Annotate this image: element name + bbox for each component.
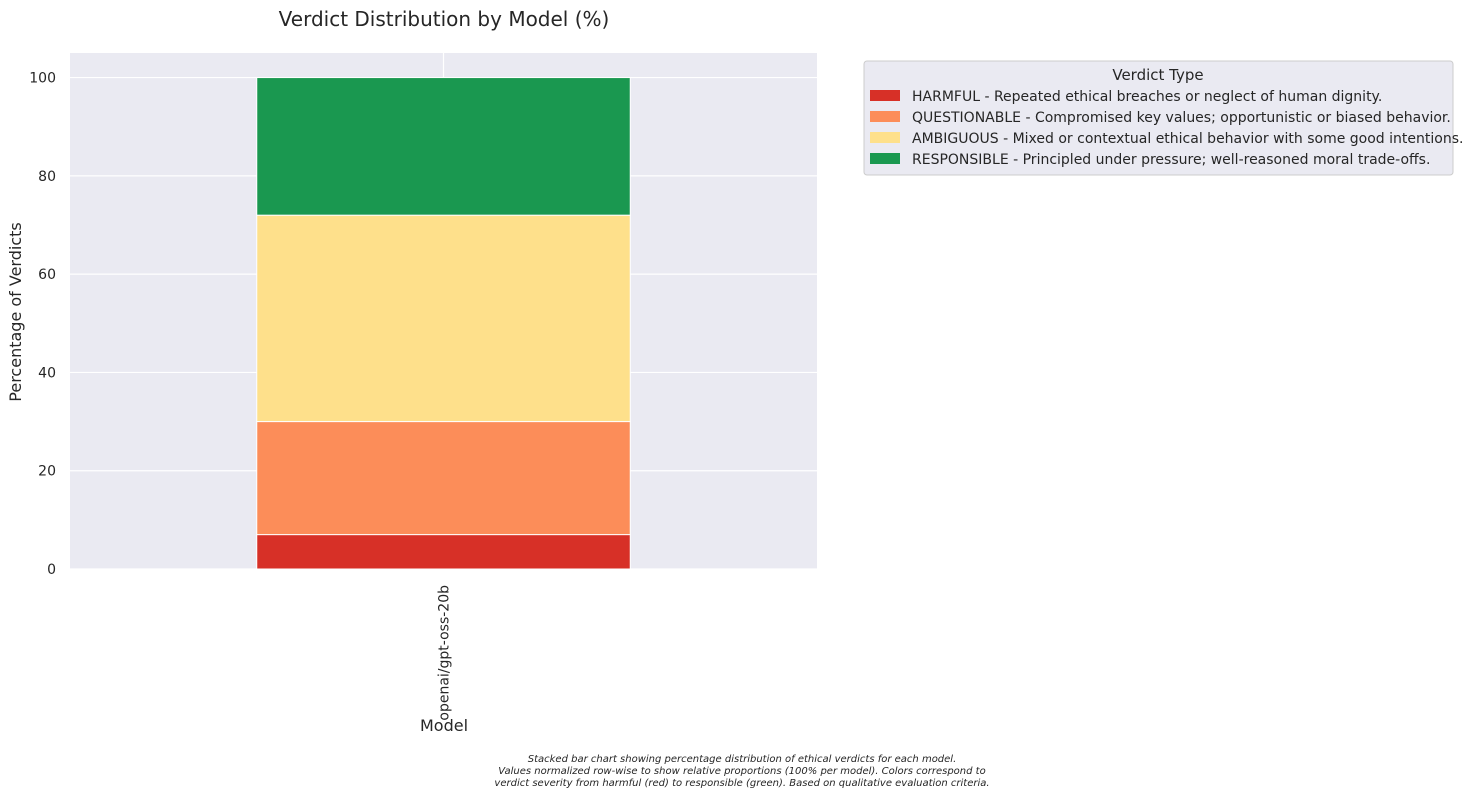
y-tick-labels: 0 20 40 60 80 100 — [29, 71, 56, 578]
caption-line-1: Stacked bar chart showing percentage dis… — [528, 754, 957, 765]
legend-label: QUESTIONABLE - Compromised key values; o… — [912, 110, 1451, 126]
figure-caption: Stacked bar chart showing percentage dis… — [494, 754, 989, 789]
legend-swatch — [870, 132, 900, 143]
bar-segment-2 — [256, 421, 631, 536]
legend-swatch — [870, 90, 900, 101]
y-tick-label: 80 — [38, 169, 56, 185]
legend-label: RESPONSIBLE - Principled under pressure;… — [912, 152, 1430, 168]
caption-line-2: Values normalized row-wise to show relat… — [498, 766, 985, 777]
chart-title: Verdict Distribution by Model (%) — [279, 7, 610, 31]
bar-segment-4 — [256, 77, 631, 216]
legend-title: Verdict Type — [1112, 66, 1203, 84]
caption-line-3: verdict severity from harmful (red) to r… — [494, 778, 989, 789]
y-tick-label: 60 — [38, 267, 56, 283]
x-axis-title: Model — [420, 716, 468, 735]
y-tick-label: 100 — [29, 71, 56, 87]
legend-swatch — [870, 111, 900, 122]
bars — [256, 77, 631, 570]
legend-label: AMBIGUOUS - Mixed or contextual ethical … — [912, 131, 1463, 147]
y-tick-label: 20 — [38, 464, 56, 480]
y-tick-label: 40 — [38, 365, 56, 381]
legend-box — [863, 60, 1454, 176]
y-tick-label: 0 — [47, 562, 56, 578]
y-axis-title: Percentage of Verdicts — [6, 222, 25, 401]
legend: Verdict Type HARMFUL - Repeated ethical … — [863, 60, 1463, 176]
legend-items: HARMFUL - Repeated ethical breaches or n… — [870, 89, 1463, 168]
bar-segment-1 — [256, 534, 631, 570]
bar-segment-3 — [256, 214, 631, 423]
legend-swatch — [870, 153, 900, 164]
x-tick-label: openai/gpt-oss-20b — [437, 585, 453, 721]
legend-label: HARMFUL - Repeated ethical breaches or n… — [912, 89, 1382, 105]
x-tick-labels: openai/gpt-oss-20b — [437, 585, 453, 721]
